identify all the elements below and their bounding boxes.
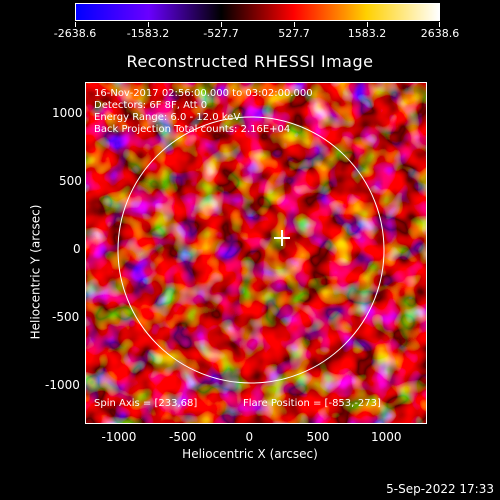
colorbar-tick-label: 527.7 bbox=[278, 27, 310, 40]
colorbar-tick bbox=[294, 22, 295, 27]
colorbar-tick bbox=[439, 22, 440, 27]
x-tick-label: 1000 bbox=[371, 430, 402, 444]
spin-axis-marker bbox=[274, 230, 290, 246]
y-tick-label: 0 bbox=[73, 242, 81, 256]
x-tick-label: 500 bbox=[306, 430, 330, 444]
image-plot-area bbox=[85, 82, 427, 424]
colorbar-tick-label: -2638.6 bbox=[53, 27, 97, 40]
y-tick-label: -1000 bbox=[45, 378, 80, 392]
detectors-text: Detectors: 6F 8F, Att 0 bbox=[94, 100, 208, 111]
y-tick-label: 500 bbox=[59, 174, 82, 188]
colorbar-tick-label: 2638.6 bbox=[420, 27, 460, 40]
spin-axis-text: Spin Axis = [233,68] bbox=[94, 398, 198, 409]
method-counts-text: Back Projection Total counts: 2.16E+04 bbox=[94, 124, 291, 135]
colorbar-tick bbox=[367, 22, 368, 27]
colorbar-tick bbox=[148, 22, 149, 27]
date-stamp: 5-Sep-2022 17:33 bbox=[386, 482, 494, 496]
colorbar-tick-label: 1583.2 bbox=[347, 27, 387, 40]
y-tick-label: -500 bbox=[52, 310, 80, 324]
x-axis-label: Heliocentric X (arcsec) bbox=[182, 447, 318, 461]
solar-limb-circle bbox=[117, 116, 385, 384]
reconstructed-image bbox=[86, 83, 426, 423]
colorbar bbox=[75, 3, 440, 21]
colorbar-tick bbox=[221, 22, 222, 27]
y-tick-label: 1000 bbox=[52, 106, 83, 120]
time-range-text: 16-Nov-2017 02:56:00.000 to 03:02:00.000 bbox=[94, 88, 313, 99]
y-axis-label: Heliocentric Y (arcsec) bbox=[28, 204, 43, 340]
x-tick-label: 0 bbox=[245, 430, 254, 444]
energy-range-text: Energy Range: 6.0 - 12.0 keV bbox=[94, 112, 241, 123]
colorbar-tick-label: -1583.2 bbox=[126, 27, 170, 40]
colorbar-tick-label: -527.7 bbox=[203, 27, 239, 40]
flare-position-text: Flare Position = [-853,-273] bbox=[243, 398, 381, 409]
image-title: Reconstructed RHESSI Image bbox=[126, 52, 374, 71]
x-tick-label: -1000 bbox=[101, 430, 137, 444]
colorbar-tick bbox=[75, 22, 76, 27]
x-tick-label: -500 bbox=[169, 430, 197, 444]
